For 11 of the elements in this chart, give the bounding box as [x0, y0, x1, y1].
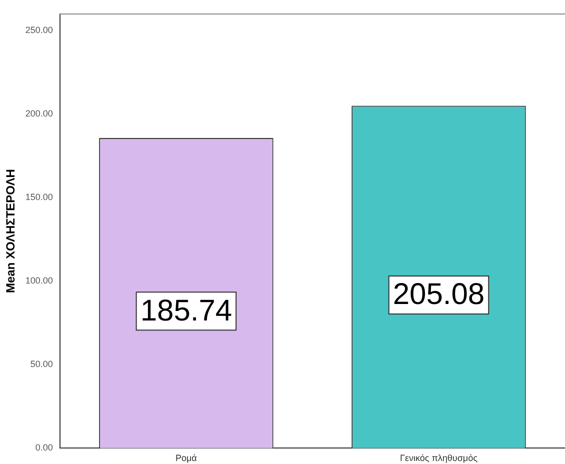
data-label: 185.74 — [140, 294, 232, 328]
y-tick-label: 100.00 — [25, 276, 53, 286]
y-axis-title: Mean ΧΟΛΗΣΤΕΡΟΛΗ — [4, 169, 18, 294]
y-tick-label: 150.00 — [25, 192, 53, 202]
x-tick-label: Γενικός πληθυσμός — [400, 453, 478, 464]
y-tick-label: 0.00 — [35, 442, 53, 453]
data-label: 205.08 — [392, 278, 485, 312]
x-tick-label: Ρομά — [175, 453, 197, 464]
y-tick-label: 50.00 — [30, 359, 53, 370]
y-tick-label: 250.00 — [25, 25, 53, 36]
y-tick-label: 200.00 — [25, 108, 53, 119]
